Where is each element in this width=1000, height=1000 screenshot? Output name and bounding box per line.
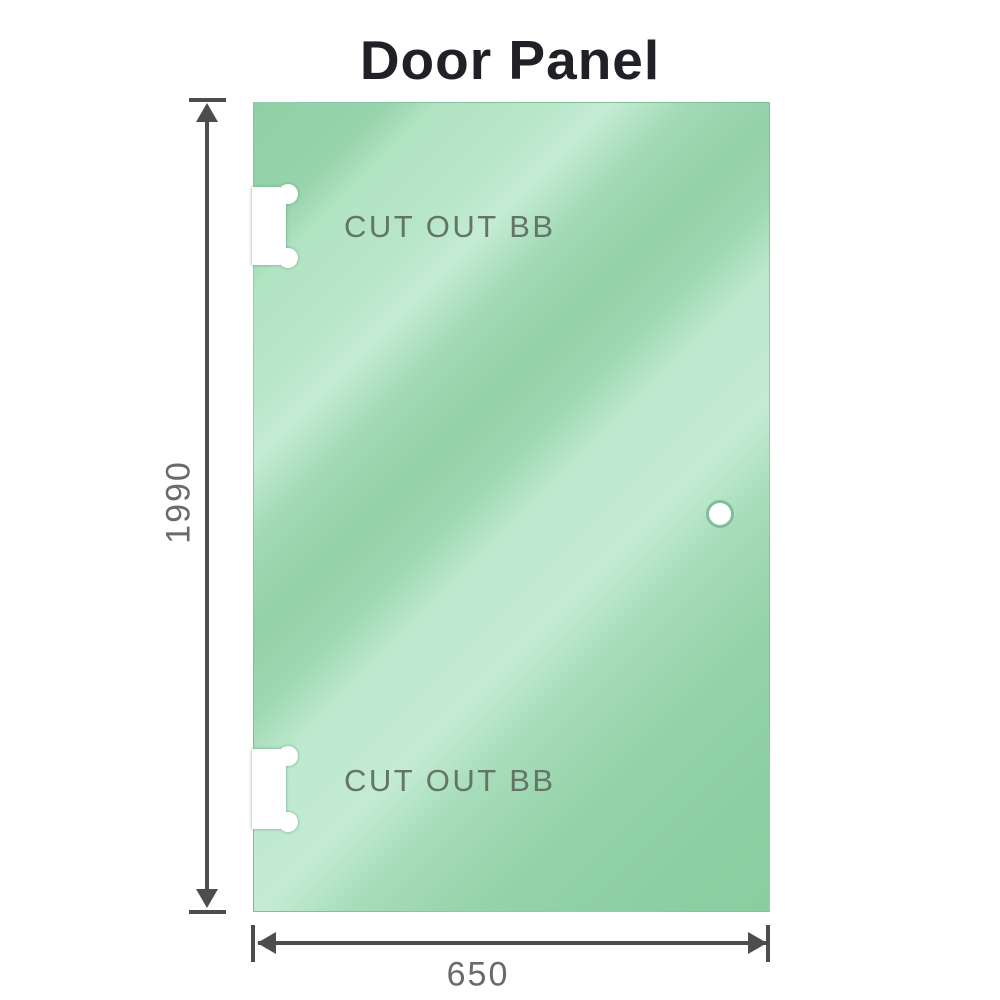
cutout-label-top: CUT OUT BB <box>344 209 556 244</box>
cutout-lobe-bottom <box>278 248 298 268</box>
height-dimension-label: 1990 <box>159 460 198 544</box>
dimension-tick-left <box>251 925 255 962</box>
dimension-line-vertical <box>205 106 209 900</box>
handle-hole <box>706 500 734 528</box>
dimension-line-horizontal <box>258 941 768 945</box>
arrow-down-icon <box>196 889 218 908</box>
dimension-cap-top <box>189 98 226 102</box>
arrow-up-icon <box>196 103 218 122</box>
hinge-cutout-bottom <box>252 746 300 832</box>
glass-panel: CUT OUT BB CUT OUT BB <box>252 102 770 912</box>
dimension-tick-right <box>766 925 770 962</box>
diagram-title: Door Panel <box>359 29 661 91</box>
cutout-lobe-top <box>278 184 298 204</box>
cutout-lobe-bottom <box>278 812 298 832</box>
dimension-cap-bottom <box>189 910 226 914</box>
arrow-left-icon <box>257 932 276 954</box>
arrow-right-icon <box>748 932 767 954</box>
cutout-label-bottom: CUT OUT BB <box>344 763 556 798</box>
hinge-cutout-top <box>252 184 300 268</box>
width-dimension-label: 650 <box>446 955 510 994</box>
cutout-lobe-top <box>278 746 298 766</box>
